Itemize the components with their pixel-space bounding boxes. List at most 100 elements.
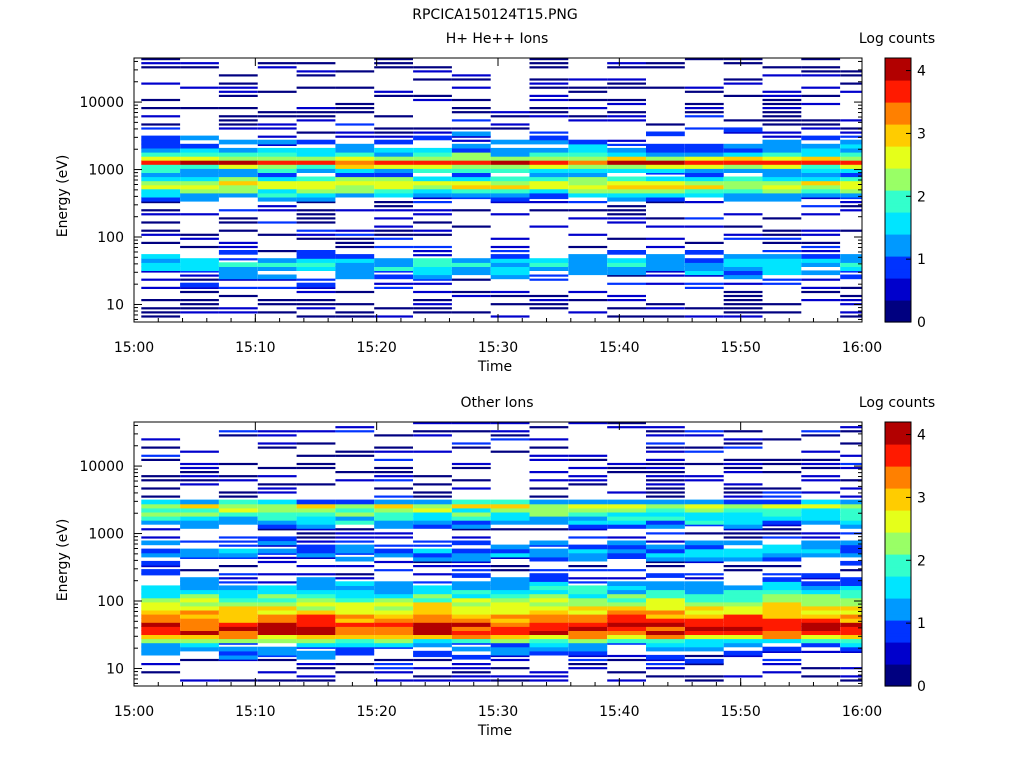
heatmap-cell (646, 524, 685, 529)
heatmap-cell (296, 156, 336, 161)
colorbar-step (885, 315, 911, 320)
colorbar-step (885, 610, 911, 615)
heatmap-cell (607, 188, 646, 194)
heatmap-cell (607, 180, 646, 186)
x-axis-label: Time (477, 359, 512, 375)
colorbar-step (885, 620, 911, 624)
heatmap-cell (296, 229, 336, 232)
heatmap-cell (335, 609, 375, 615)
heatmap-cell (296, 74, 336, 77)
heatmap-cell (335, 184, 375, 190)
heatmap-cell (684, 511, 724, 517)
heatmap-cell (374, 176, 413, 182)
heatmap-cell (218, 430, 258, 433)
heatmap-cell (646, 585, 685, 591)
heatmap-cell (296, 650, 336, 656)
heatmap-cell (218, 286, 258, 289)
heatmap-cell (607, 597, 646, 603)
heatmap-cell (257, 548, 297, 554)
heatmap-cell (335, 164, 375, 169)
colorbar-step (885, 265, 911, 270)
colorbar-step (885, 528, 911, 533)
colorbar-step (885, 284, 911, 289)
heatmap-cell (529, 569, 569, 572)
heatmap-cell (257, 250, 297, 253)
heatmap-cell (529, 192, 569, 198)
heatmap-cell (646, 196, 685, 202)
heatmap-cell (801, 475, 841, 478)
heatmap-cell (257, 160, 297, 165)
heatmap-cell (257, 614, 297, 619)
heatmap-cell (413, 274, 452, 280)
heatmap-cell (529, 528, 569, 531)
heatmap-cell (801, 552, 841, 558)
heatmap-cell (141, 299, 181, 302)
heatmap-cell (646, 62, 685, 65)
heatmap-cell (646, 634, 685, 640)
heatmap-cell (529, 294, 569, 298)
heatmap-cell (529, 225, 569, 228)
x-tick-label: 15:30 (478, 704, 518, 720)
colorbar-step (885, 174, 911, 179)
heatmap-cell (335, 262, 375, 267)
heatmap-cell (257, 524, 297, 529)
heatmap-cell (296, 520, 336, 525)
heatmap-cell (723, 311, 763, 314)
heatmap-cell (762, 180, 802, 186)
heatmap-cell (374, 605, 413, 611)
heatmap-cell (296, 679, 336, 682)
colorbar-step (885, 306, 911, 311)
heatmap-cell (141, 528, 181, 531)
colorbar-tick-label: 0 (917, 679, 926, 695)
heatmap-cell (180, 160, 219, 165)
heatmap-cell (684, 605, 724, 611)
heatmap-cell (646, 544, 685, 550)
heatmap-cell (607, 520, 646, 525)
heatmap-cell (451, 127, 491, 130)
heatmap-cell (374, 569, 413, 572)
heatmap-cell (141, 127, 181, 130)
colorbar-step (885, 287, 911, 292)
heatmap-cell (374, 609, 413, 615)
colorbar-step (885, 428, 911, 433)
heatmap-cell (451, 172, 491, 178)
colorbar-step (885, 202, 911, 207)
colorbar-step (885, 456, 911, 461)
heatmap-cell (646, 565, 685, 568)
heatmap-cell (180, 503, 219, 509)
heatmap-cell (529, 115, 569, 118)
heatmap-cell (413, 147, 452, 153)
colorbar-step (885, 215, 911, 219)
heatmap-cell (762, 524, 802, 527)
heatmap-cell (451, 630, 491, 635)
heatmap-cell (296, 605, 336, 611)
heatmap-cell (607, 630, 646, 635)
heatmap-cell (529, 503, 569, 509)
heatmap-cell (684, 270, 724, 276)
heatmap-cell (568, 475, 608, 478)
colorbar-step (885, 588, 911, 593)
heatmap-cell (646, 626, 685, 631)
heatmap-cell (646, 487, 685, 490)
colorbar-step (885, 497, 911, 502)
heatmap-cell (607, 115, 646, 118)
heatmap-cell (413, 164, 452, 169)
heatmap-cell (801, 609, 841, 615)
heatmap-cell (529, 516, 569, 521)
heatmap-cell (413, 675, 452, 678)
heatmap-cell (529, 278, 569, 281)
heatmap-cell (490, 646, 530, 652)
heatmap-cell (801, 466, 841, 470)
heatmap-cell (374, 630, 413, 635)
heatmap-cell (801, 597, 841, 603)
heatmap-cell (490, 581, 530, 586)
heatmap-cell (257, 605, 297, 611)
heatmap-cell (684, 548, 724, 554)
heatmap-cell (568, 254, 608, 259)
heatmap-cell (762, 650, 802, 653)
heatmap-cell (801, 135, 841, 141)
heatmap-cell (568, 147, 608, 153)
heatmap-cell (451, 442, 491, 445)
heatmap-cell (141, 573, 181, 576)
colorbar-step (885, 638, 911, 643)
